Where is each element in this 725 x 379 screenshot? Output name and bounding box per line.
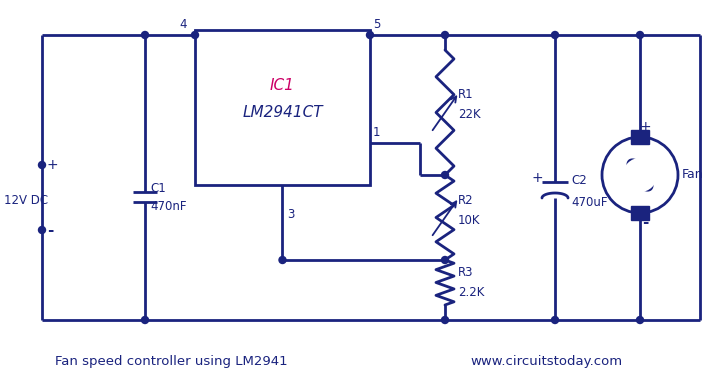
Text: +: +	[47, 158, 59, 172]
Text: 22K: 22K	[458, 108, 481, 122]
Bar	[631, 206, 649, 220]
Circle shape	[38, 161, 46, 169]
Text: 5: 5	[373, 19, 381, 31]
Circle shape	[552, 31, 558, 39]
Bar	[195, 30, 370, 185]
Circle shape	[141, 316, 149, 324]
Text: IC1: IC1	[270, 78, 295, 93]
Text: 12V DC: 12V DC	[4, 194, 48, 207]
Circle shape	[442, 172, 449, 179]
Text: R3: R3	[458, 266, 473, 279]
Circle shape	[442, 257, 449, 263]
Text: LM2941CT: LM2941CT	[242, 105, 323, 120]
Text: 470uF: 470uF	[571, 196, 608, 208]
Text: R1: R1	[458, 89, 473, 102]
Text: 2.2K: 2.2K	[458, 285, 484, 299]
Circle shape	[602, 137, 678, 213]
Circle shape	[637, 316, 644, 324]
Text: Fan speed controller using LM2941: Fan speed controller using LM2941	[55, 356, 288, 368]
Text: R2: R2	[458, 194, 473, 207]
Circle shape	[442, 316, 449, 324]
Text: F1: F1	[630, 168, 650, 182]
Ellipse shape	[631, 167, 653, 191]
Text: 470nF: 470nF	[150, 200, 186, 213]
Text: +: +	[639, 120, 651, 134]
Ellipse shape	[627, 159, 649, 183]
Circle shape	[141, 31, 149, 39]
Text: 4: 4	[180, 19, 187, 31]
Text: www.circuitstoday.com: www.circuitstoday.com	[470, 356, 622, 368]
Circle shape	[442, 31, 449, 39]
Text: +: +	[531, 171, 543, 185]
Text: C2: C2	[571, 174, 587, 186]
Circle shape	[279, 257, 286, 263]
Circle shape	[552, 316, 558, 324]
Text: 10K: 10K	[458, 213, 481, 227]
Text: -: -	[47, 222, 54, 238]
Text: -: -	[642, 216, 648, 230]
Circle shape	[367, 31, 373, 39]
Text: 1: 1	[373, 127, 381, 139]
Circle shape	[38, 227, 46, 233]
Circle shape	[623, 158, 657, 192]
Text: Fan: Fan	[682, 169, 704, 182]
Text: C1: C1	[150, 183, 166, 196]
Text: 3: 3	[288, 208, 295, 221]
Circle shape	[637, 31, 644, 39]
Circle shape	[191, 31, 199, 39]
Bar	[631, 130, 649, 144]
